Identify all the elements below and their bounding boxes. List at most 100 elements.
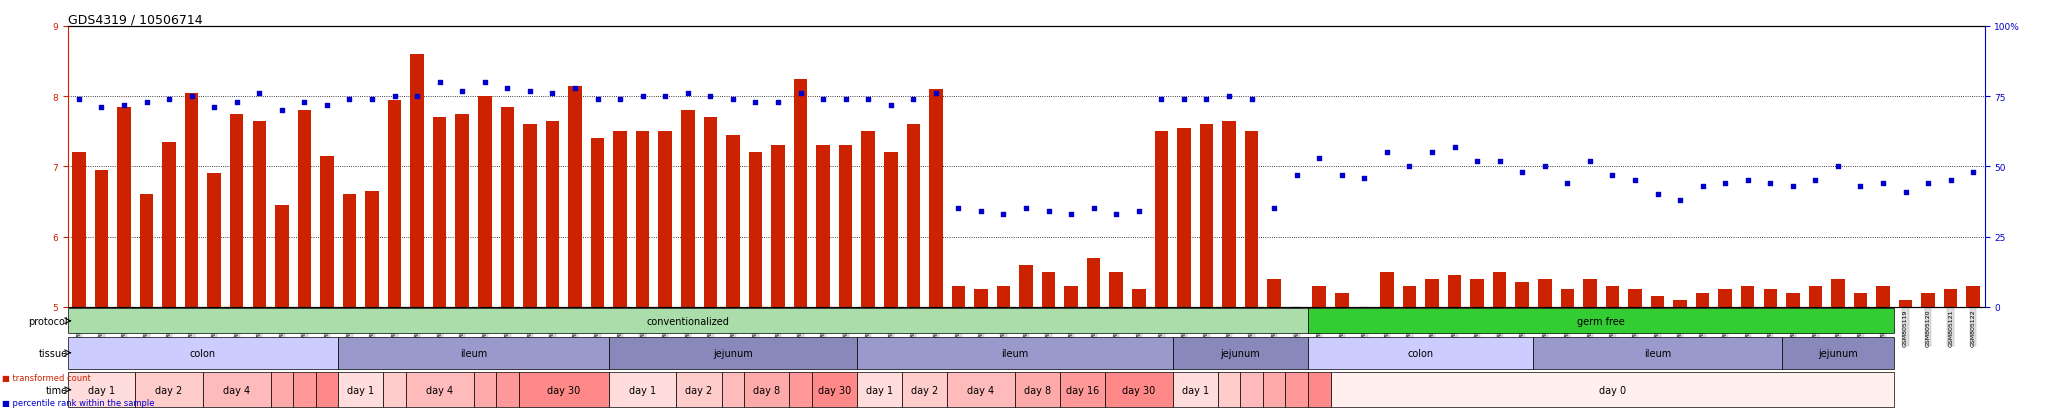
Bar xyxy=(162,142,176,307)
Point xyxy=(379,94,412,100)
Bar xyxy=(856,373,901,407)
Bar xyxy=(1898,300,1913,307)
Bar xyxy=(612,132,627,307)
Bar xyxy=(203,373,270,407)
Point xyxy=(1280,172,1313,179)
Bar xyxy=(1313,286,1325,307)
Point xyxy=(334,96,367,103)
Bar xyxy=(406,373,473,407)
Text: day 4: day 4 xyxy=(223,385,250,395)
Text: conventionalized: conventionalized xyxy=(647,316,729,326)
Bar xyxy=(184,93,199,307)
Text: protocol: protocol xyxy=(29,316,68,326)
Bar xyxy=(795,79,807,307)
Point xyxy=(1731,178,1763,184)
Point xyxy=(492,85,524,92)
Bar xyxy=(1831,279,1845,307)
Point xyxy=(1370,150,1403,156)
Point xyxy=(874,102,907,109)
Point xyxy=(1393,164,1425,170)
Point xyxy=(987,211,1020,218)
Point xyxy=(1415,150,1448,156)
Point xyxy=(762,99,795,106)
Point xyxy=(829,96,862,103)
Bar xyxy=(383,373,406,407)
Bar xyxy=(811,373,856,407)
Point xyxy=(469,80,502,86)
Point xyxy=(1618,178,1651,184)
Text: day 4: day 4 xyxy=(967,385,995,395)
Bar xyxy=(297,111,311,307)
Bar xyxy=(1241,373,1264,407)
Bar xyxy=(1493,272,1507,307)
Bar xyxy=(1786,293,1800,307)
Bar xyxy=(68,337,338,369)
Bar xyxy=(1534,337,1782,369)
Point xyxy=(1686,183,1718,190)
Bar xyxy=(1696,293,1710,307)
Bar xyxy=(410,55,424,307)
Text: ■ transformed count: ■ transformed count xyxy=(2,373,90,382)
Point xyxy=(446,88,479,95)
Text: time: time xyxy=(45,385,68,395)
Text: day 1: day 1 xyxy=(866,385,893,395)
Bar xyxy=(338,337,608,369)
Bar xyxy=(1470,279,1485,307)
Point xyxy=(1325,172,1358,179)
Point xyxy=(1122,209,1155,215)
Bar xyxy=(907,125,920,307)
Point xyxy=(942,206,975,212)
Point xyxy=(221,99,254,106)
Bar xyxy=(455,114,469,307)
Point xyxy=(965,209,997,215)
Bar xyxy=(1133,290,1145,307)
Text: tissue: tissue xyxy=(39,348,68,358)
Point xyxy=(63,96,96,103)
Bar xyxy=(1944,290,1958,307)
Point xyxy=(920,91,952,97)
Point xyxy=(537,91,569,97)
Bar xyxy=(252,121,266,307)
Bar xyxy=(1335,293,1348,307)
Point xyxy=(311,102,344,109)
Bar xyxy=(590,139,604,307)
Bar xyxy=(1448,275,1462,307)
Bar xyxy=(840,146,852,307)
Bar xyxy=(1219,373,1241,407)
Bar xyxy=(1309,309,1894,334)
Point xyxy=(1010,206,1042,212)
Point xyxy=(604,96,637,103)
Bar xyxy=(635,132,649,307)
Bar xyxy=(1651,297,1665,307)
Text: ■ percentile rank within the sample: ■ percentile rank within the sample xyxy=(2,398,154,407)
Bar xyxy=(1286,373,1309,407)
Point xyxy=(897,96,930,103)
Bar xyxy=(659,132,672,307)
Bar xyxy=(1538,279,1552,307)
Point xyxy=(1708,180,1741,187)
Bar xyxy=(319,157,334,307)
Point xyxy=(1235,96,1268,103)
Bar xyxy=(1876,286,1890,307)
Point xyxy=(672,91,705,97)
Bar xyxy=(1403,286,1417,307)
Point xyxy=(582,96,614,103)
Text: day 2: day 2 xyxy=(686,385,713,395)
Bar xyxy=(1245,132,1257,307)
Point xyxy=(1167,96,1200,103)
Point xyxy=(199,105,231,112)
Text: day 2: day 2 xyxy=(911,385,938,395)
Bar xyxy=(1380,272,1393,307)
Bar xyxy=(682,111,694,307)
Point xyxy=(1911,180,1944,187)
Point xyxy=(424,80,457,86)
Text: GDS4319 / 10506714: GDS4319 / 10506714 xyxy=(68,14,203,27)
Bar xyxy=(727,135,739,307)
Point xyxy=(1956,169,1989,176)
Point xyxy=(401,94,434,100)
Point xyxy=(1438,144,1470,151)
Point xyxy=(1460,158,1493,165)
Bar xyxy=(705,118,717,307)
Bar xyxy=(817,146,829,307)
Bar xyxy=(1014,373,1061,407)
